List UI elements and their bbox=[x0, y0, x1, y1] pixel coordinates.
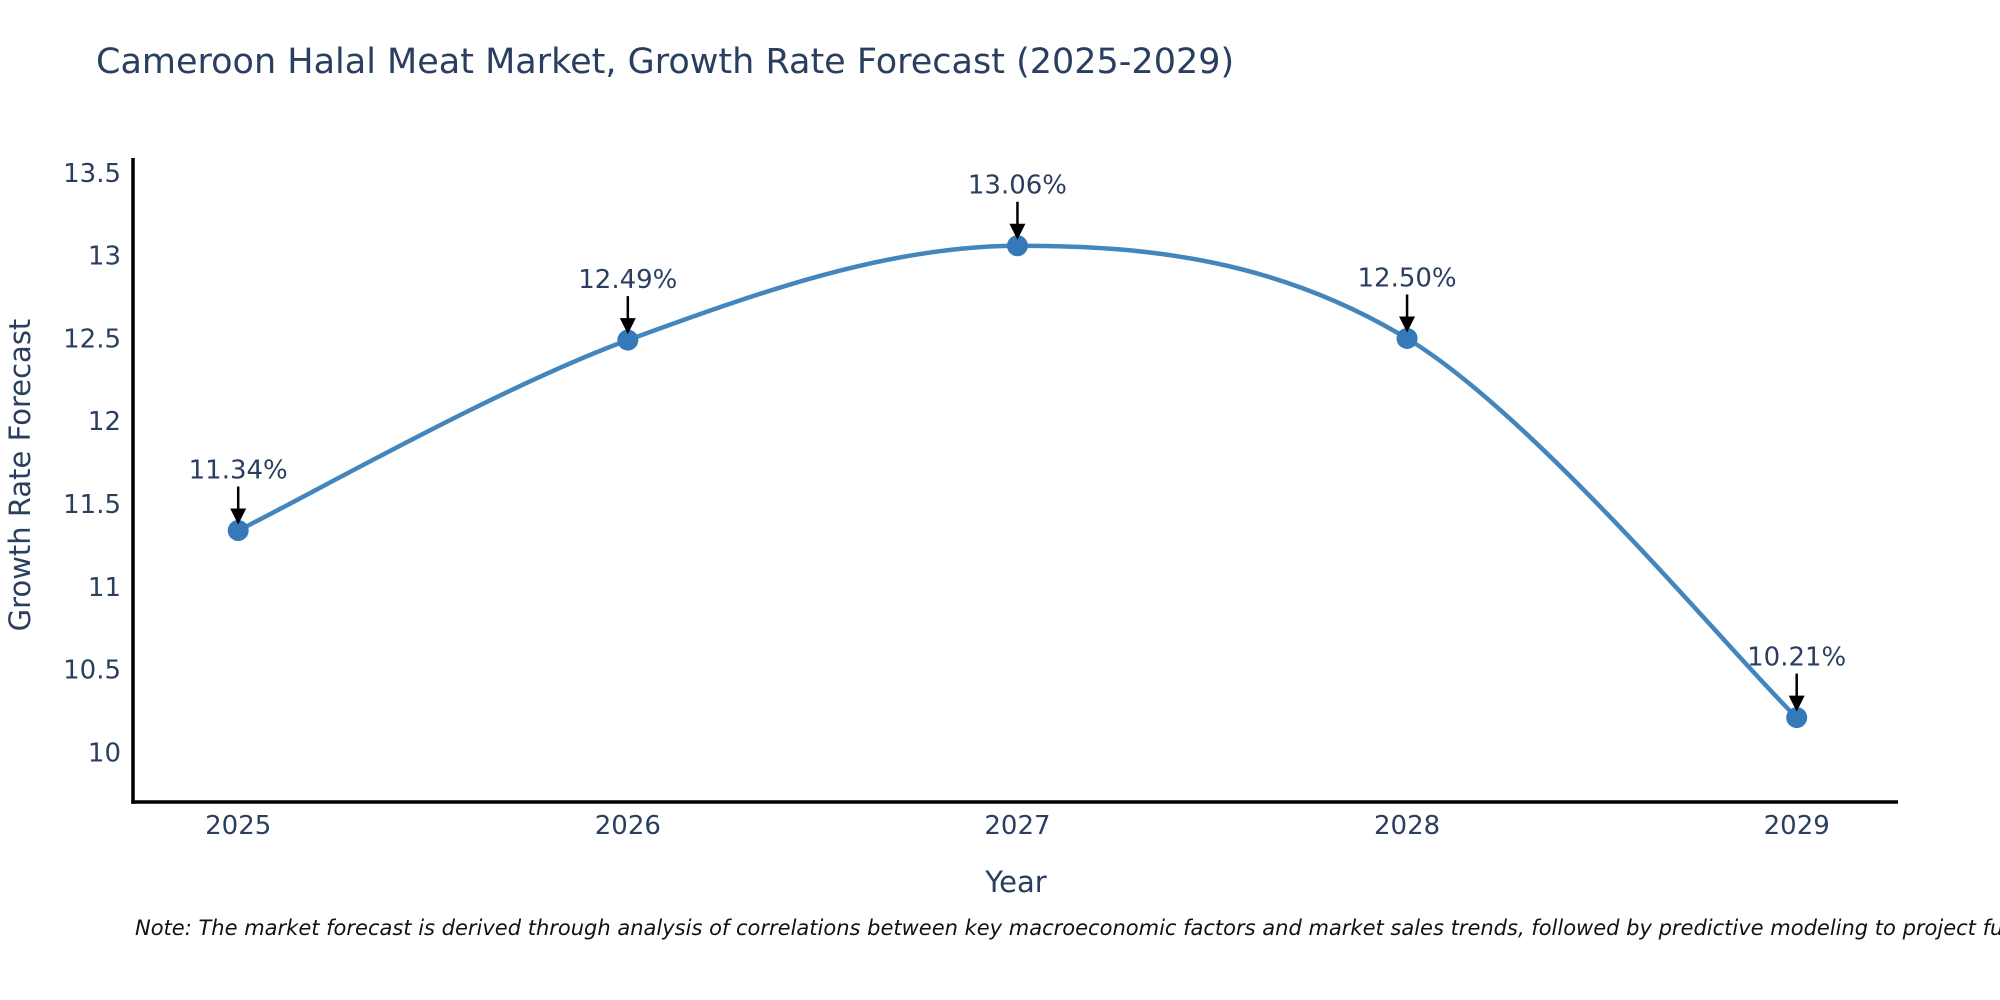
data-point-label: 11.34% bbox=[189, 455, 288, 485]
x-tick-label: 2025 bbox=[205, 811, 271, 841]
y-tick-label: 11.5 bbox=[63, 490, 121, 520]
data-point-marker bbox=[1396, 327, 1418, 349]
x-axis-title: Year bbox=[984, 865, 1046, 899]
y-tick-label: 12.5 bbox=[63, 324, 121, 354]
y-tick-label: 10.5 bbox=[63, 656, 121, 686]
series-layer bbox=[227, 235, 1808, 729]
y-tick-label: 11 bbox=[88, 573, 121, 603]
y-tick-label: 10 bbox=[88, 738, 121, 768]
axes-layer: 10 10.5 11 11.5 12 12.5 13 13.5 2025 2026 2027 2028… bbox=[63, 158, 1898, 841]
y-tick-label: 13.5 bbox=[63, 159, 121, 189]
annotation-arrow-head bbox=[1009, 223, 1026, 240]
data-point-label: 12.50% bbox=[1358, 263, 1457, 293]
y-tick-label: 12 bbox=[88, 407, 121, 437]
trend-line bbox=[235, 243, 1799, 720]
x-tick-label: 2029 bbox=[1764, 811, 1830, 841]
data-point-marker bbox=[1786, 707, 1808, 729]
data-point-label: 13.06% bbox=[968, 171, 1067, 201]
annotation-arrow-head bbox=[1399, 316, 1416, 333]
chart-title: Cameroon Halal Meat Market, Growth Rate … bbox=[96, 42, 1235, 82]
data-point-marker bbox=[1006, 235, 1028, 257]
data-point-label: 10.21% bbox=[1747, 643, 1846, 673]
x-tick-label: 2028 bbox=[1374, 811, 1440, 841]
data-point-marker bbox=[227, 519, 249, 541]
y-axis-title: Growth Rate Forecast bbox=[3, 319, 37, 632]
annotation-arrow-head bbox=[230, 508, 247, 525]
annotation-arrow-head bbox=[1788, 695, 1805, 712]
x-tick-label: 2027 bbox=[984, 811, 1050, 841]
annotation-layer: 11.34% 12.49% 13.06% 12.50% 10.21% bbox=[189, 171, 1846, 712]
annotation-arrow-head bbox=[619, 318, 636, 335]
data-point-label: 12.49% bbox=[578, 265, 677, 295]
x-tick-label: 2026 bbox=[595, 811, 661, 841]
y-tick-label: 13 bbox=[88, 242, 121, 272]
data-point-marker bbox=[617, 329, 639, 351]
chart-note: Note: The market forecast is derived thr… bbox=[135, 916, 2000, 940]
